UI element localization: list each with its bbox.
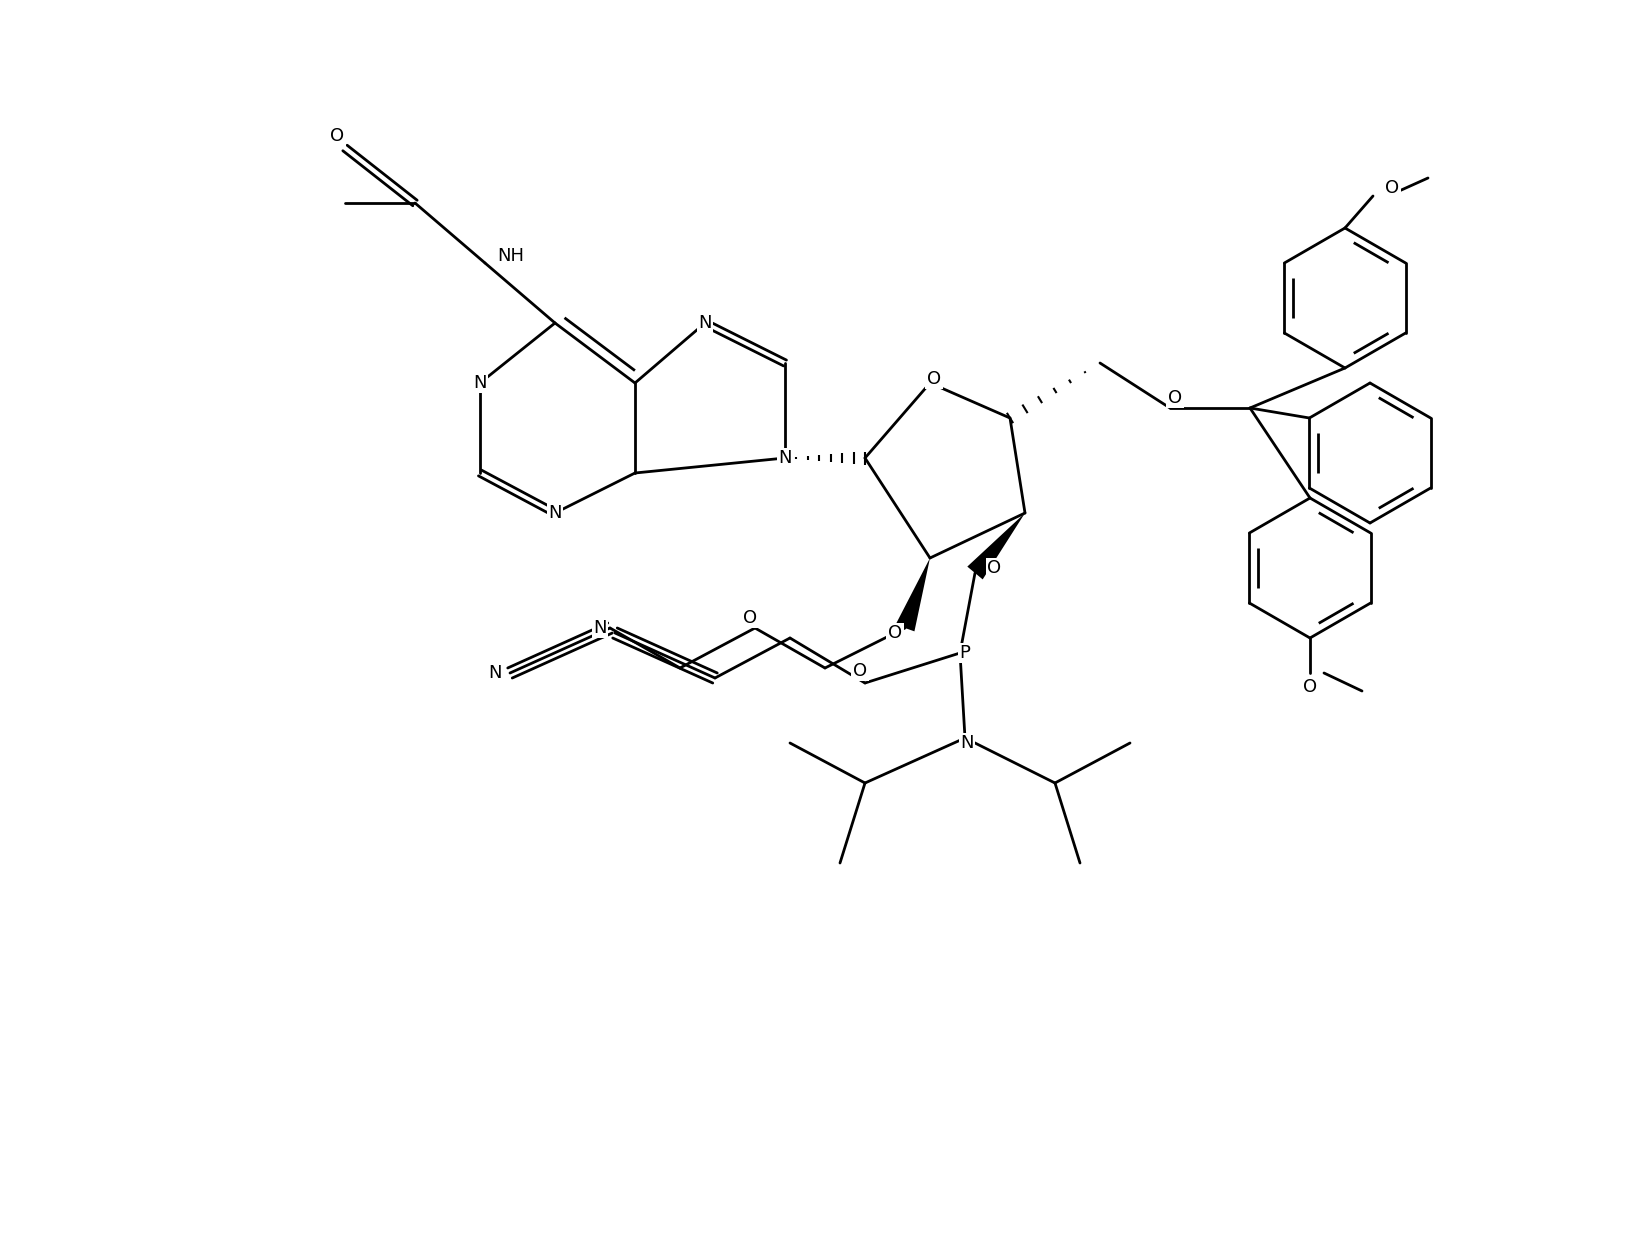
Text: P: P xyxy=(959,644,970,662)
Text: O: O xyxy=(329,128,344,145)
Text: N: N xyxy=(779,449,792,467)
Text: O: O xyxy=(887,624,901,643)
Text: N: N xyxy=(698,314,711,332)
Polygon shape xyxy=(967,513,1024,579)
Text: O: O xyxy=(852,662,867,680)
Text: NH: NH xyxy=(497,248,524,265)
Polygon shape xyxy=(895,558,929,631)
Text: O: O xyxy=(926,370,941,387)
Text: O: O xyxy=(1385,180,1398,197)
Text: O: O xyxy=(742,609,757,626)
Text: O: O xyxy=(1301,678,1316,696)
Text: O: O xyxy=(987,560,1000,577)
Text: N: N xyxy=(488,664,502,682)
Text: N: N xyxy=(474,374,487,392)
Text: N: N xyxy=(960,734,974,751)
Text: O: O xyxy=(1167,389,1182,407)
Text: N: N xyxy=(593,619,606,638)
Text: N: N xyxy=(547,504,562,522)
